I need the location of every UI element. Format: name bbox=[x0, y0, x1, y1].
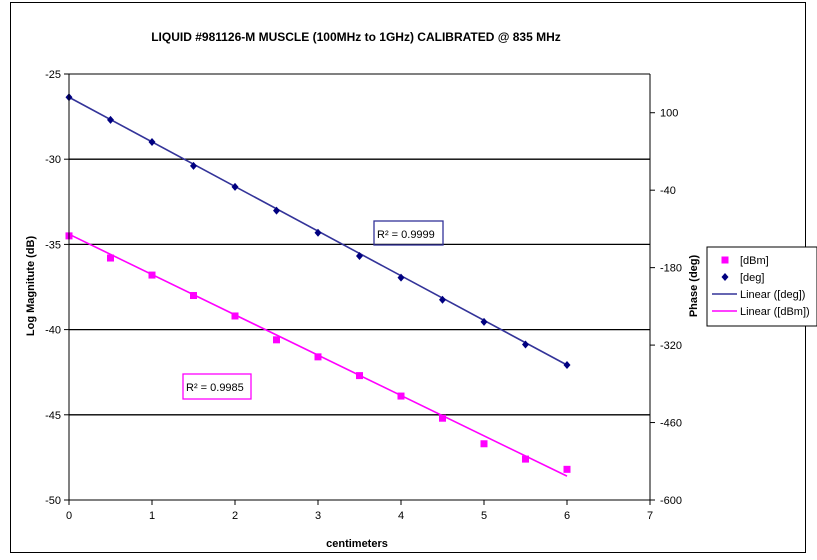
legend-label: Linear ([deg]) bbox=[740, 289, 805, 301]
data-point-dbm bbox=[522, 455, 529, 463]
data-point-dbm bbox=[273, 336, 280, 344]
r2-label: R² = 0.9999 bbox=[377, 229, 435, 241]
r2-annotations: R² = 0.9999 R² = 0.9985 bbox=[182, 220, 444, 400]
r2-label: R² = 0.9985 bbox=[186, 382, 244, 394]
y-left-tick-label: -45 bbox=[45, 410, 61, 422]
legend: [dBm] [deg] Linear ([deg]) Linear ([dBm]) bbox=[706, 246, 817, 327]
data-point-deg bbox=[231, 182, 239, 191]
legend-label: Linear ([dBm]) bbox=[740, 306, 810, 318]
y-axis-label-left: Log Magnitute (dB) bbox=[25, 236, 37, 337]
legend-swatch-deg bbox=[721, 273, 729, 281]
y-left-tick-label: -30 bbox=[45, 154, 61, 166]
y-right-tick-label: 100 bbox=[660, 108, 678, 120]
x-tick-label: 6 bbox=[564, 510, 570, 522]
y-left-tick-label: -40 bbox=[45, 325, 61, 337]
axes bbox=[64, 73, 655, 505]
data-point-dbm bbox=[107, 254, 114, 262]
y-left-tick-label: -50 bbox=[45, 495, 61, 507]
trendlines bbox=[68, 96, 568, 477]
x-tick-label: 7 bbox=[647, 510, 653, 522]
data-point-dbm bbox=[397, 392, 405, 400]
data-point-dbm bbox=[356, 372, 363, 380]
grid bbox=[69, 158, 650, 416]
data-point-deg bbox=[356, 252, 363, 261]
data-point-dbm bbox=[190, 292, 197, 300]
y-left-tick-label: -25 bbox=[45, 69, 61, 81]
data-point-deg bbox=[439, 295, 446, 304]
y-right-tick-label: -180 bbox=[660, 263, 682, 275]
data-point-dbm bbox=[231, 312, 239, 320]
data-point-deg bbox=[107, 115, 114, 124]
x-tick-label: 1 bbox=[149, 510, 155, 522]
data-point-deg bbox=[190, 161, 197, 170]
y-right-tick-label: -320 bbox=[660, 340, 682, 352]
x-axis-label: centimeters bbox=[326, 538, 388, 550]
legend-swatch-dbm bbox=[721, 256, 729, 264]
data-point-deg bbox=[148, 138, 156, 147]
data-point-deg bbox=[480, 317, 488, 326]
x-tick-label: 0 bbox=[66, 510, 72, 522]
chart-title: LIQUID #981126-M MUSCLE (100MHz to 1GHz)… bbox=[151, 30, 561, 44]
r2-box bbox=[182, 373, 252, 400]
data-point-deg bbox=[522, 340, 529, 349]
x-tick-label: 4 bbox=[398, 510, 404, 522]
data-point-dbm bbox=[439, 414, 446, 422]
data-point-dbm bbox=[480, 440, 488, 448]
data-point-dbm bbox=[314, 353, 322, 361]
x-tick-label: 5 bbox=[481, 510, 487, 522]
data-point-deg bbox=[314, 228, 322, 237]
data-point-dbm bbox=[563, 465, 571, 473]
y-right-tick-label: -460 bbox=[660, 418, 682, 430]
data-point-deg bbox=[397, 273, 405, 282]
data-point-deg bbox=[563, 361, 571, 370]
y-axis-label-right: Phase (deg) bbox=[688, 254, 700, 317]
legend-label: [deg] bbox=[740, 272, 764, 284]
tick-labels: 0 1 2 3 4 5 6 7 -25 -30 -35 -40 -45 -50 100 -40 -180 -320… bbox=[45, 69, 682, 522]
y-right-tick-label: -40 bbox=[660, 185, 676, 197]
data-marks bbox=[65, 93, 571, 473]
legend-label: [dBm] bbox=[740, 255, 769, 267]
data-point-dbm bbox=[148, 271, 156, 279]
y-right-tick-label: -600 bbox=[660, 495, 682, 507]
data-point-deg bbox=[273, 206, 280, 215]
r2-box bbox=[373, 220, 444, 246]
x-tick-label: 2 bbox=[232, 510, 238, 522]
x-tick-label: 3 bbox=[315, 510, 321, 522]
y-left-tick-label: -35 bbox=[45, 239, 61, 251]
